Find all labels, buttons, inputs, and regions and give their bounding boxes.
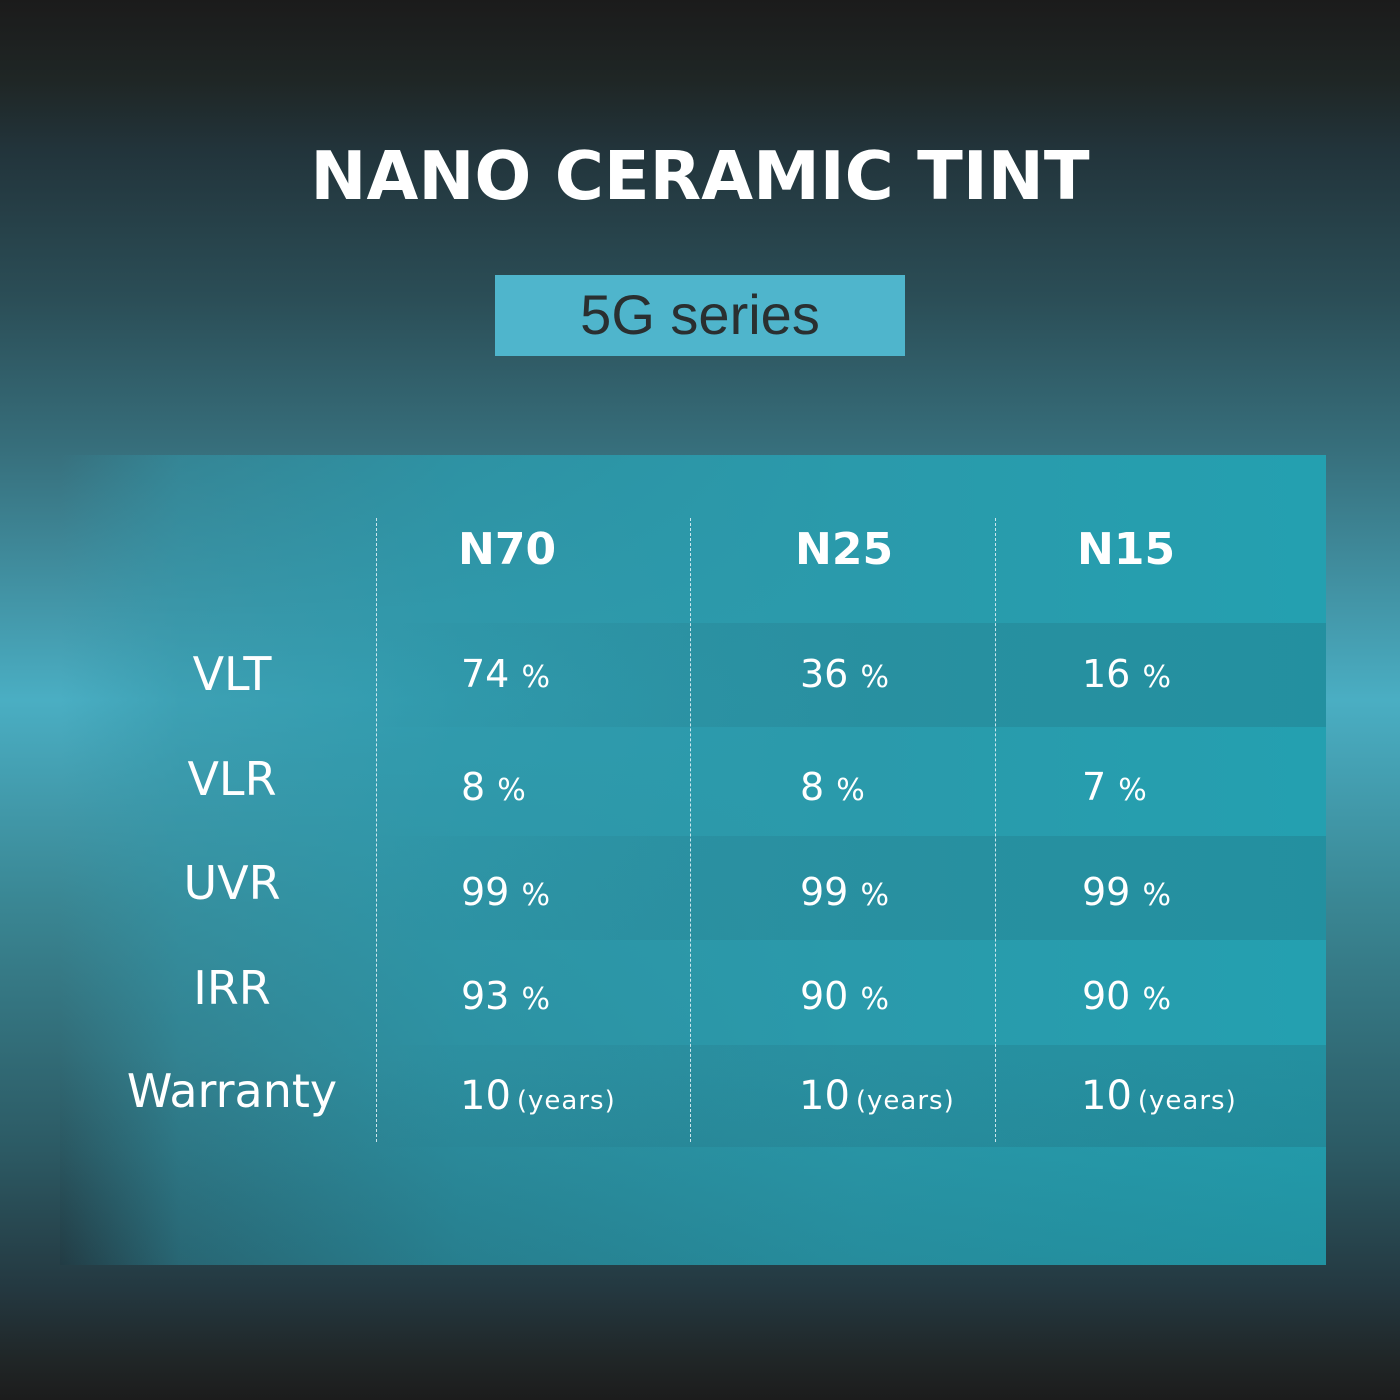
row-label-vlr: VLR [187, 752, 277, 806]
row-label-uvr: UVR [183, 856, 281, 910]
cell-irr-n15: 90 % [1082, 977, 1171, 1015]
cell-value: 10 [1081, 1073, 1132, 1119]
column-header-n25: N25 [795, 524, 894, 575]
cell-unit: % [521, 982, 550, 1017]
cell-vlt-n15: 16 % [1082, 655, 1171, 693]
column-divider [995, 518, 996, 1142]
cell-unit: % [860, 878, 889, 913]
cell-vlt-n25: 36 % [800, 655, 889, 693]
cell-value: 10 [460, 1073, 511, 1119]
row-label-vlt: VLT [192, 647, 272, 701]
cell-uvr-n25: 99 % [800, 873, 889, 911]
cell-value: 10 [799, 1073, 850, 1119]
row-band-warranty [60, 1045, 1326, 1147]
cell-unit: % [860, 982, 889, 1017]
cell-uvr-n70: 99 % [461, 873, 550, 911]
row-band-uvr [60, 836, 1326, 940]
cell-value: 8 [461, 765, 486, 809]
row-band-vlt [60, 623, 1326, 727]
cell-unit: % [1142, 878, 1171, 913]
cell-unit: (years) [855, 1086, 955, 1116]
row-label-warranty: Warranty [126, 1064, 338, 1118]
cell-unit: % [836, 773, 865, 808]
cell-warranty-n70: 10 (years) [460, 1076, 616, 1116]
cell-value: 7 [1082, 765, 1107, 809]
cell-unit: (years) [1137, 1086, 1237, 1116]
column-header-n15: N15 [1077, 524, 1176, 575]
cell-unit: % [497, 773, 526, 808]
cell-value: 99 [1082, 870, 1131, 914]
cell-vlr-n25: 8 % [800, 768, 865, 806]
cell-value: 99 [800, 870, 849, 914]
cell-value: 74 [461, 652, 510, 696]
cell-value: 8 [800, 765, 825, 809]
cell-unit: % [860, 660, 889, 695]
row-label-irr: IRR [193, 961, 271, 1015]
cell-unit: % [1142, 660, 1171, 695]
cell-value: 90 [800, 974, 849, 1018]
column-divider [690, 518, 691, 1142]
cell-unit: % [521, 878, 550, 913]
cell-unit: (years) [516, 1086, 616, 1116]
cell-value: 90 [1082, 974, 1131, 1018]
cell-irr-n25: 90 % [800, 977, 889, 1015]
column-divider [376, 518, 377, 1142]
cell-warranty-n15: 10 (years) [1081, 1076, 1237, 1116]
column-header-n70: N70 [458, 524, 557, 575]
cell-value: 16 [1082, 652, 1131, 696]
cell-unit: % [521, 660, 550, 695]
series-badge: 5G series [495, 275, 905, 356]
cell-unit: % [1142, 982, 1171, 1017]
cell-irr-n70: 93 % [461, 977, 550, 1015]
cell-value: 99 [461, 870, 510, 914]
page-title: NANO CERAMIC TINT [310, 137, 1090, 215]
cell-vlt-n70: 74 % [461, 655, 550, 693]
cell-warranty-n25: 10 (years) [799, 1076, 955, 1116]
cell-value: 36 [800, 652, 849, 696]
series-badge-label: 5G series [580, 282, 820, 346]
cell-value: 93 [461, 974, 510, 1018]
cell-uvr-n15: 99 % [1082, 873, 1171, 911]
cell-vlr-n70: 8 % [461, 768, 526, 806]
cell-vlr-n15: 7 % [1082, 768, 1147, 806]
spec-table-panel [60, 455, 1326, 1265]
cell-unit: % [1118, 773, 1147, 808]
